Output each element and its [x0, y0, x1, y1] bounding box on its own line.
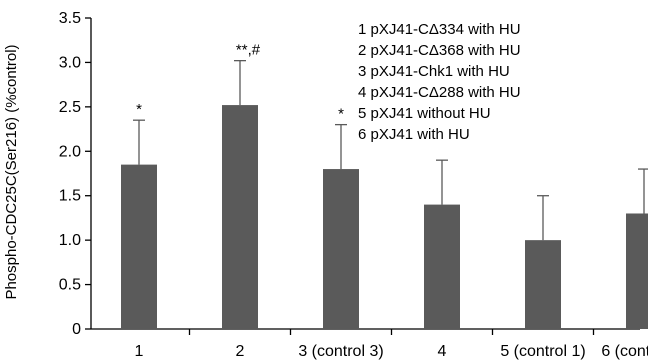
x-tick-label: 5 (control 1): [500, 343, 585, 360]
significance-annotation: *: [338, 106, 344, 123]
legend-entry: 1 pXJ41-CΔ334 with HU: [358, 21, 521, 38]
bar: [424, 204, 460, 329]
legend-entry: 6 pXJ41 with HU: [358, 126, 470, 143]
significance-annotation: *: [136, 101, 142, 118]
significance-annotation: **,#: [236, 42, 261, 59]
legend-entry: 3 pXJ41-Chk1 with HU: [358, 63, 510, 80]
bars: * **,# *: [121, 42, 648, 329]
bar: [121, 164, 157, 329]
x-tick-label: 1: [135, 343, 144, 360]
bar: [323, 169, 359, 329]
y-axis-label: Phospho-CDC25C(Ser216) (%control): [3, 44, 20, 299]
y-tick-label: 1.0: [59, 232, 81, 249]
x-tick-label: 6 (control 2): [601, 343, 648, 360]
bar: [626, 213, 648, 329]
legend-entry: 5 pXJ41 without HU: [358, 105, 491, 122]
y-tick-label: 2.0: [59, 143, 81, 160]
axes: 0 0.5 1.0 1.5 2.0 2.5 3.0 3.5 1 2 3 (control 3) 4 5 …: [59, 10, 648, 360]
y-tick-label: 0: [72, 321, 81, 338]
x-tick-label: 2: [236, 343, 245, 360]
y-tick-label: 1.5: [59, 188, 81, 205]
y-tick-label: 3.0: [59, 54, 81, 71]
x-tick-label: 4: [438, 343, 447, 360]
legend-entry: 2 pXJ41-CΔ368 with HU: [358, 42, 521, 59]
y-tick-label: 2.5: [59, 99, 81, 116]
legend-entry: 4 pXJ41-CΔ288 with HU: [358, 84, 521, 101]
y-tick-label: 0.5: [59, 277, 81, 294]
bar: [222, 105, 258, 329]
legend: 1 pXJ41-CΔ334 with HU 2 pXJ41-CΔ368 with …: [358, 21, 521, 143]
x-tick-label: 3 (control 3): [298, 343, 383, 360]
y-tick-label: 3.5: [59, 10, 81, 27]
bar: [525, 240, 561, 329]
